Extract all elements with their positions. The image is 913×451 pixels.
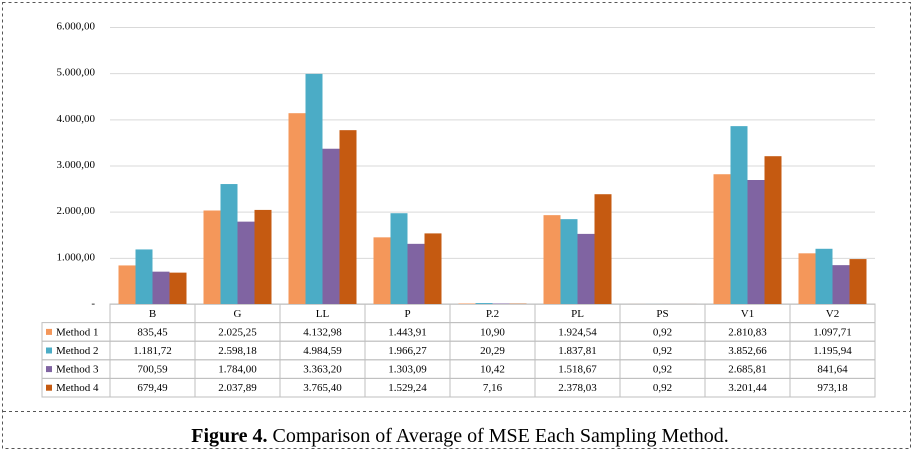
bar [543, 215, 561, 304]
bar [169, 272, 187, 304]
chart-title: Comparison of Average of MSE Each Sampli… [273, 425, 729, 447]
bar [305, 73, 323, 304]
table-value: 0,92 [653, 345, 672, 357]
bar [798, 253, 816, 304]
y-tick-label: 1.000,00 [57, 251, 96, 263]
x-tick-label: PS [656, 308, 668, 320]
legend-label: Method 2 [56, 345, 98, 357]
x-tick-label: LL [316, 308, 330, 320]
table-value: 1.966,27 [388, 345, 427, 357]
bar [390, 213, 408, 304]
bar [373, 237, 391, 304]
table-value: 1.924,54 [558, 326, 597, 338]
table-value: 1.837,81 [558, 345, 597, 357]
table-value: 0,92 [653, 364, 672, 376]
x-tick-label: B [149, 308, 156, 320]
table-value: 0,92 [653, 326, 672, 338]
bar [118, 265, 136, 304]
bar [152, 271, 170, 304]
y-tick-label: 6.000,00 [57, 21, 96, 33]
legend-swatch [46, 384, 52, 391]
bar [713, 174, 731, 304]
y-tick-label: 4.000,00 [57, 113, 96, 125]
table-value: 973,18 [817, 382, 848, 394]
x-tick-label: P [404, 308, 410, 320]
table-value: 10,42 [480, 364, 505, 376]
table-cell [41, 377, 111, 398]
bar [730, 126, 748, 304]
x-tick-label: G [234, 308, 242, 320]
table-value: 835,45 [137, 326, 168, 338]
table-value: 1.181,72 [133, 345, 172, 357]
y-tick-label: 2.000,00 [57, 205, 96, 217]
table-value: 1.518,67 [558, 364, 597, 376]
table-value: 2.025,25 [218, 326, 257, 338]
table-value: 4.984,59 [303, 345, 342, 357]
table-value: 1.303,09 [388, 364, 427, 376]
table-value: 3.765,40 [303, 382, 342, 394]
table-value: 1.195,94 [813, 345, 852, 357]
table-value: 1.097,71 [813, 326, 852, 338]
bar [594, 194, 612, 304]
table-value: 679,49 [137, 382, 168, 394]
bar [407, 243, 425, 304]
bar [424, 233, 442, 304]
y-tick-label: - [91, 298, 95, 310]
table-value: 0,92 [653, 382, 672, 394]
legend-label: Method 4 [56, 382, 99, 394]
table-value: 1.784,00 [218, 364, 257, 376]
bar [577, 233, 595, 304]
y-tick-label: 5.000,00 [57, 67, 96, 79]
table-value: 1.443,91 [388, 326, 427, 338]
bar [237, 221, 255, 304]
table-value: 3.852,66 [728, 345, 767, 357]
bar [254, 209, 272, 304]
bar [747, 180, 765, 304]
y-tick-label: 3.000,00 [57, 159, 96, 171]
bar [203, 210, 221, 304]
legend-swatch [46, 328, 52, 335]
x-tick-label: P.2 [486, 308, 499, 320]
table-value: 841,64 [817, 364, 848, 376]
table-value: 2.685,81 [728, 364, 767, 376]
x-tick-label: V1 [741, 308, 754, 320]
bar [832, 265, 850, 304]
bar [815, 248, 833, 304]
table-value: 2.598,18 [218, 345, 257, 357]
table-value: 2.037,89 [218, 382, 257, 394]
caption: Figure 4. Comparison of Average of MSE E… [191, 425, 729, 447]
legend-swatch [46, 366, 52, 373]
table-value: 4.132,98 [303, 326, 342, 338]
x-tick-label: V2 [826, 308, 839, 320]
table-value: 3.363,20 [303, 364, 342, 376]
legend-swatch [46, 347, 52, 354]
table-cell [789, 377, 876, 398]
bar [135, 249, 153, 304]
bar [475, 303, 493, 304]
bar [288, 113, 306, 304]
figure-label: Figure 4. [191, 425, 267, 447]
table-value: 20,29 [480, 345, 505, 357]
x-tick-label: PL [571, 308, 584, 320]
bar [849, 259, 867, 304]
bar [322, 148, 340, 304]
legend-label: Method 1 [56, 326, 98, 338]
table-value: 2.810,83 [728, 326, 767, 338]
bar [764, 156, 782, 304]
bar [458, 303, 476, 304]
bar [220, 184, 238, 304]
table-value: 2.378,03 [558, 382, 597, 394]
bar [339, 130, 357, 304]
table-value: 700,59 [137, 364, 168, 376]
table-value: 7,16 [483, 382, 503, 394]
table-value: 3.201,44 [728, 382, 767, 394]
table-value: 10,90 [480, 326, 505, 338]
bar [560, 219, 578, 304]
legend-label: Method 3 [56, 364, 99, 376]
table-value: 1.529,24 [388, 382, 427, 394]
